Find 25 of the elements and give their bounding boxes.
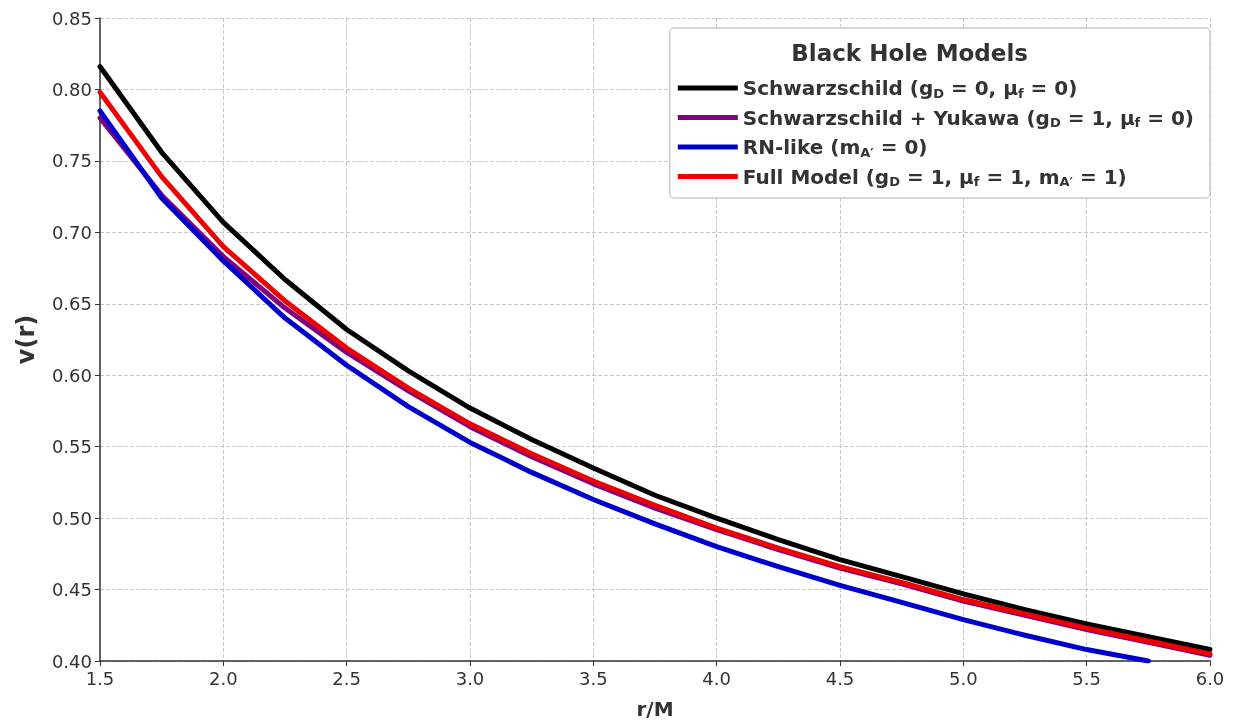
y-tick-label: 0.65 bbox=[51, 293, 92, 315]
x-axis-title: r/M bbox=[636, 697, 674, 721]
legend-label: RN-like (mA′ = 0) bbox=[742, 135, 928, 160]
y-tick-label: 0.75 bbox=[51, 150, 92, 172]
y-axis-title: v(r) bbox=[12, 314, 40, 365]
x-tick-label: 4.0 bbox=[702, 667, 731, 689]
y-tick-label: 0.85 bbox=[51, 7, 92, 29]
x-tick-label: 3.0 bbox=[455, 667, 485, 689]
x-tick-label: 5.0 bbox=[949, 667, 978, 689]
legend-title: Black Hole Models bbox=[791, 39, 1029, 66]
x-tick-label: 5.5 bbox=[1072, 667, 1101, 689]
y-tick-label: 0.50 bbox=[51, 507, 92, 529]
y-tick-label: 0.70 bbox=[51, 221, 92, 243]
y-tick-label: 0.60 bbox=[51, 364, 92, 386]
x-tick-label: 2.5 bbox=[332, 667, 361, 689]
x-tick-label: 4.5 bbox=[825, 667, 855, 689]
y-tick-label: 0.55 bbox=[51, 436, 92, 458]
legend-label: Schwarzschild + Yukawa (gD = 1, μf = 0) bbox=[742, 105, 1195, 130]
y-tick-label: 0.80 bbox=[51, 78, 92, 100]
x-tick-label: 3.5 bbox=[579, 667, 608, 689]
legend-label: Full Model (gD = 1, μf = 1, mA′ = 1) bbox=[742, 164, 1127, 189]
x-tick-label: 2.0 bbox=[209, 667, 238, 689]
legend-label: Schwarzschild (gD = 0, μf = 0) bbox=[742, 76, 1078, 101]
x-tick-label: 6.0 bbox=[1195, 667, 1225, 689]
y-tick-label: 0.45 bbox=[51, 579, 92, 601]
